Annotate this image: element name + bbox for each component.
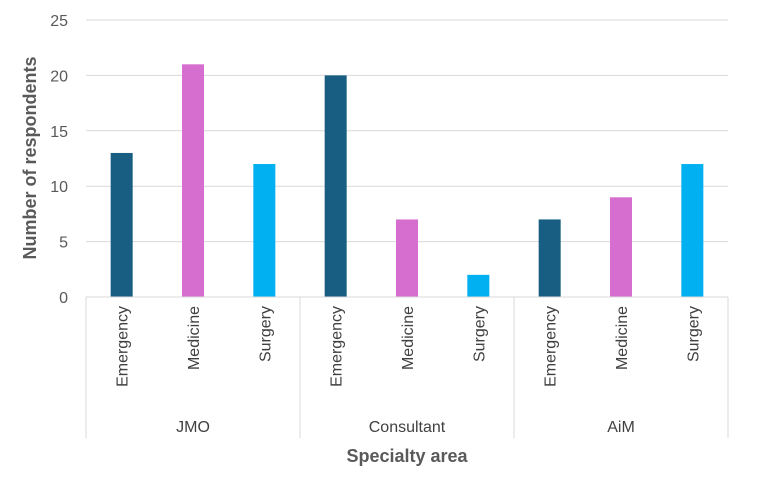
category-label: Surgery	[471, 306, 488, 362]
y-tick-label: 5	[59, 235, 68, 252]
bar-aim-emergency	[538, 219, 561, 297]
y-tick-label: 25	[50, 13, 68, 30]
group-label: Consultant	[369, 419, 446, 436]
group-label: JMO	[176, 419, 210, 436]
bar-consultant-medicine	[396, 219, 418, 297]
bar-jmo-medicine	[182, 64, 204, 297]
x-axis-title: Specialty area	[346, 446, 468, 466]
y-tick-label: 10	[50, 179, 68, 196]
y-tick-label: 0	[59, 290, 68, 307]
bar-aim-medicine	[610, 197, 632, 297]
category-label: Surgery	[257, 306, 274, 362]
x-axis: Emergency Medicine Surgery JMO Emergency Medi…	[85, 296, 729, 438]
y-axis-title: Number of respondents	[20, 56, 40, 259]
y-axis-ticks: 0 5 10 15 20 25	[50, 13, 68, 307]
category-label: Surgery	[685, 306, 702, 362]
group-label: AiM	[607, 419, 635, 436]
bar-consultant-surgery	[467, 274, 490, 297]
bar-aim-surgery	[681, 164, 704, 297]
bar-jmo-emergency	[110, 152, 133, 297]
category-label: Emergency	[329, 306, 346, 387]
category-label: Emergency	[115, 306, 132, 387]
category-label: Emergency	[543, 306, 560, 387]
bar-consultant-emergency	[324, 75, 347, 298]
y-tick-label: 20	[50, 68, 68, 85]
bar-jmo-surgery	[253, 164, 276, 297]
category-label: Medicine	[400, 306, 417, 370]
category-label: Medicine	[186, 306, 203, 370]
category-label: Medicine	[614, 306, 631, 370]
y-tick-label: 15	[50, 124, 68, 141]
bars	[110, 64, 704, 298]
